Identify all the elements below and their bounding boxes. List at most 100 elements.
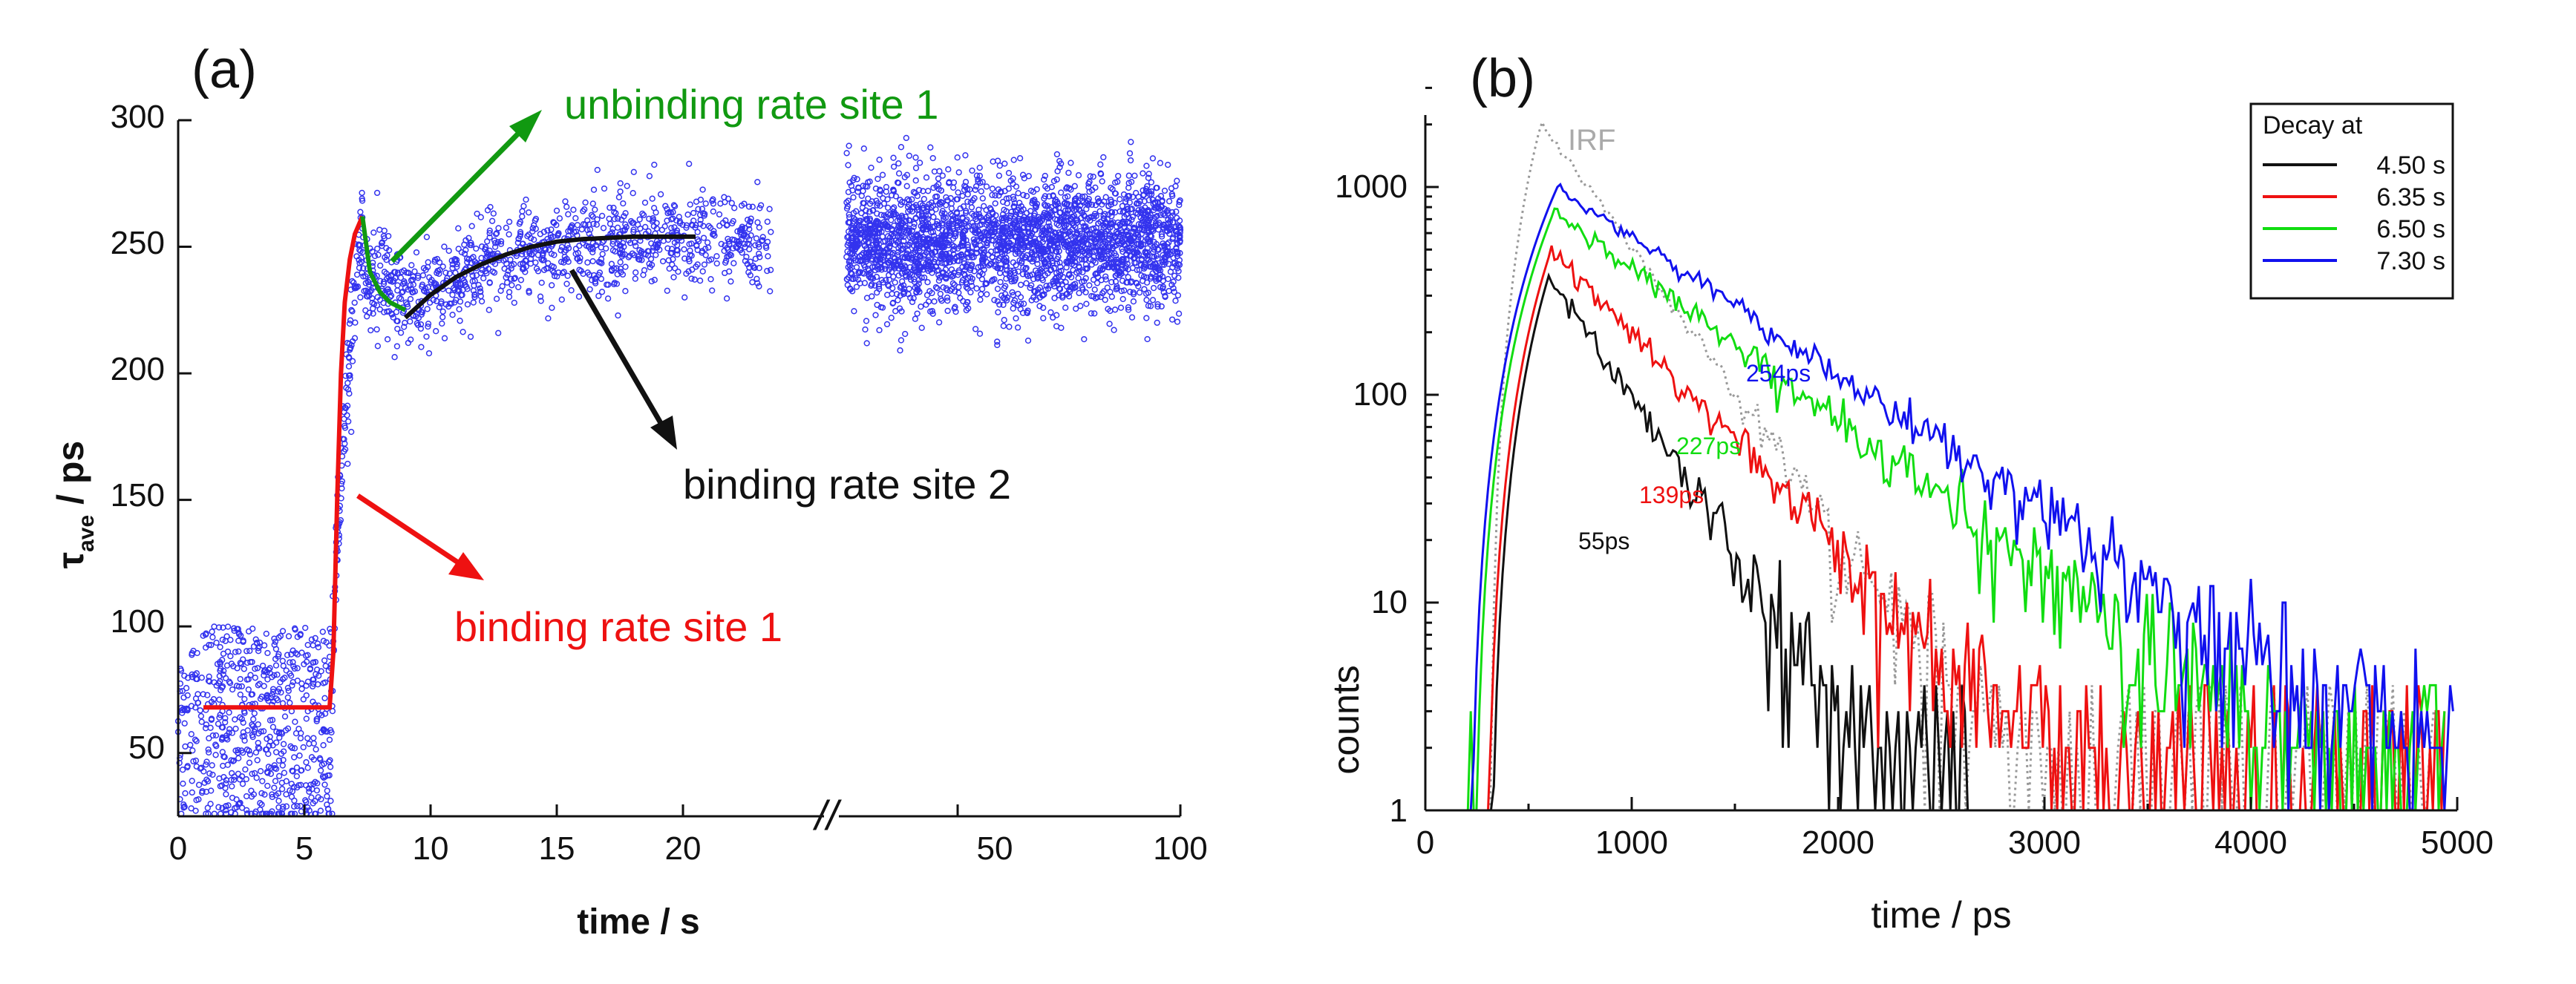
scatter-point [1157,211,1164,218]
scatter-point [687,201,693,208]
scatter-point [1039,249,1046,256]
scatter-point [1097,171,1105,177]
scatter-point [1042,286,1049,293]
scatter-point [198,675,205,681]
scatter-point [1082,234,1088,242]
scatter-point [653,209,659,216]
scatter-point [1174,318,1181,325]
scatter-point [1067,251,1073,258]
scatter-point [1010,221,1017,228]
scatter-point [240,719,246,726]
scatter-point [1145,289,1151,296]
scatter-point [976,222,984,229]
scatter-point [224,623,232,630]
panel-a-ticks [177,119,1182,816]
scatter-point [1019,271,1027,278]
scatter-point [906,228,912,234]
scatter-point [364,293,371,300]
scatter-point [402,299,410,306]
scatter-point [1105,211,1112,218]
scatter-point [560,269,567,275]
scatter-point [854,176,860,183]
scatter-point [1158,303,1165,310]
scatter-point [540,266,548,273]
scatter-point [973,172,981,179]
scatter-point [1019,171,1027,178]
scatter-point [884,196,891,203]
scatter-point [1092,202,1099,209]
scatter-point [553,207,560,214]
scatter-point [749,203,756,210]
scatter-point [520,203,527,209]
scatter-point [1001,285,1007,292]
scatter-point [253,639,261,646]
scatter-point [888,217,895,223]
scatter-point [875,243,881,251]
scatter-point [1157,160,1164,166]
fit-curve-binding-rate-site-2 [403,234,696,320]
scatter-point [220,762,226,770]
scatter-point [1144,245,1151,252]
scatter-point [346,320,353,327]
scatter-point [1127,237,1134,243]
scatter-point [1045,203,1051,209]
scatter-point [1091,286,1098,293]
scatter-point [1019,309,1027,316]
scatter-point [413,249,420,256]
scatter-point [1056,259,1063,266]
scatter-point [648,261,656,269]
scatter-point [699,249,705,256]
scatter-point [676,220,684,226]
scatter-point [641,251,647,258]
scatter-point [746,264,753,271]
scatter-point [267,770,275,777]
scatter-point [1081,244,1088,251]
scatter-point [276,734,283,741]
scatter-point [617,180,624,187]
scatter-point [1049,260,1056,266]
scatter-point [984,291,990,298]
scatter-point [318,761,325,768]
scatter-point [377,262,384,269]
scatter-point [849,177,857,184]
scatter-point [310,756,318,763]
scatter-point [1049,211,1056,219]
scatter-point [1170,278,1177,285]
scatter-point [1053,269,1060,277]
scatter-point [707,276,714,283]
scatter-point [388,292,395,299]
scatter-point [688,252,695,259]
scatter-point [471,278,478,284]
scatter-point [681,255,688,262]
scatter-point [923,292,931,298]
scatter-point [1035,220,1042,227]
scatter-point [1128,206,1135,212]
scatter-point [859,204,866,211]
scatter-point [730,245,736,252]
scatter-point [962,152,969,159]
scatter-point [606,215,612,222]
scatter-point [544,227,551,234]
scatter-point [320,637,327,644]
scatter-point [460,329,466,335]
scatter-point [1006,239,1013,246]
scatter-point [866,217,873,223]
scatter-point [491,237,498,244]
scatter-point [918,304,924,310]
scatter-point [994,341,1001,349]
scatter-point [480,275,487,282]
scatter-point [229,783,235,790]
scatter-point [456,287,462,294]
scatter-point [940,213,947,220]
scatter-point [287,787,293,794]
scatter-point [205,678,212,684]
scatter-point [646,215,653,222]
scatter-point [564,272,571,279]
scatter-point [275,790,281,797]
scatter-point [688,221,696,228]
scatter-point [304,764,311,771]
scatter-point [405,339,412,347]
scatter-point [1038,255,1045,262]
scatter-point [961,183,968,189]
scatter-point [290,647,296,654]
